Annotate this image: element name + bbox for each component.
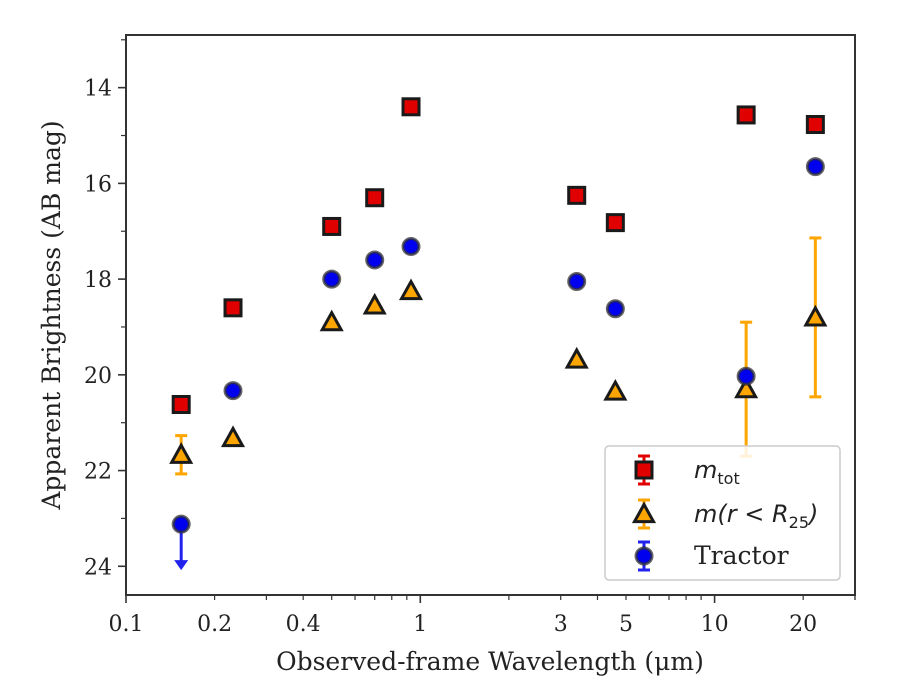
data-point [736, 366, 756, 386]
series-square [171, 97, 825, 415]
series-triangle [169, 236, 828, 476]
data-point [805, 115, 825, 135]
data-point [169, 442, 194, 464]
data-point [171, 514, 191, 534]
legend-label-sub: tot [717, 469, 739, 488]
x-tick-label: 0.4 [286, 612, 321, 637]
x-tick-label: 1 [413, 612, 427, 637]
data-point [365, 250, 385, 270]
legend-label-sub: 25 [789, 513, 809, 532]
data-point [805, 157, 825, 177]
data-point [605, 213, 625, 233]
x-tick-label: 20 [789, 612, 817, 637]
x-tick-label: 3 [554, 612, 568, 637]
data-point [567, 185, 587, 205]
y-tick-label: 24 [84, 555, 112, 580]
legend-label-main: m [694, 456, 717, 484]
legend-label: Tractor [694, 541, 789, 570]
data-point [401, 97, 421, 117]
data-point [171, 395, 191, 415]
data-point [803, 304, 828, 327]
x-axis-title: Observed-frame Wavelength (μm) [276, 647, 704, 676]
x-axis-ticks: 0.1 0.2 0.4 1 3 5 10 20 [109, 595, 856, 637]
y-tick-label: 20 [84, 364, 112, 389]
y-tick-label: 18 [84, 268, 112, 293]
x-tick-label: 0.1 [109, 612, 144, 637]
data-point [401, 237, 421, 257]
upper-limit-arrow [174, 560, 189, 571]
data-point [605, 299, 625, 319]
y-tick-label: 16 [84, 172, 112, 197]
legend-marker [634, 546, 654, 566]
data-marks [169, 97, 828, 571]
series-circle [171, 157, 825, 571]
data-point [365, 188, 385, 208]
legend-box [604, 445, 841, 581]
legend-label-main: m(r < R [694, 500, 789, 528]
data-point [564, 346, 589, 369]
legend-label-close: ) [807, 500, 818, 528]
legend: mtot m(r < R25) Tractor [604, 445, 841, 581]
legend-label: m(r < R25) [694, 500, 818, 532]
y-tick-label: 14 [84, 77, 112, 102]
data-point [603, 378, 628, 401]
data-point [322, 269, 342, 289]
x-tick-label: 0.2 [197, 612, 232, 637]
legend-marker [631, 501, 657, 524]
data-point [322, 216, 342, 236]
x-tick-label: 10 [701, 612, 729, 637]
data-point [567, 271, 587, 291]
plot-frame [125, 34, 856, 596]
data-point [223, 381, 243, 401]
data-point [736, 105, 756, 125]
legend-label: mtot [694, 456, 740, 488]
y-axis-title: Apparent Brightness (AB mag) [37, 120, 66, 510]
legend-marker [634, 460, 654, 480]
data-point [362, 292, 387, 315]
data-point [223, 298, 243, 318]
x-tick-label: 5 [619, 612, 633, 637]
data-point [319, 309, 344, 332]
data-point [398, 278, 424, 301]
y-axis-ticks: 14 16 18 20 22 24 [84, 39, 126, 580]
data-point [220, 425, 246, 448]
y-tick-label: 22 [84, 460, 112, 485]
data-point [734, 376, 759, 399]
